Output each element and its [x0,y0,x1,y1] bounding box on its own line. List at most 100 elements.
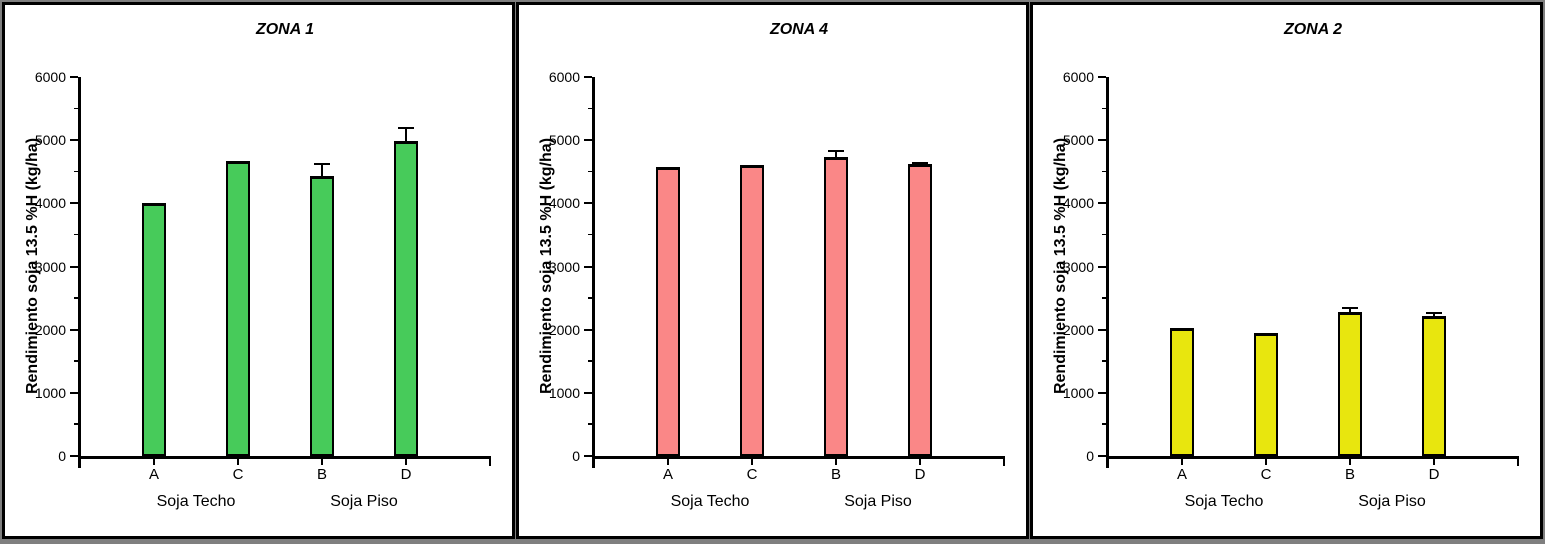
x-category-label: D [1428,466,1440,483]
y-tick-label: 2000 [34,321,66,338]
y-minor-tick [1102,170,1106,173]
y-tick-label: 0 [572,448,580,464]
x-category-label: C [232,466,244,483]
bar [142,203,166,456]
y-axis-line [78,77,81,468]
y-tick-label: 5000 [1062,132,1094,149]
y-tick-label: 3000 [548,258,580,275]
y-tick-label: 6000 [34,69,66,85]
x-category-label: D [400,466,412,483]
bar [656,167,680,456]
x-tick [1433,459,1435,465]
y-tick-label: 4000 [1062,195,1094,212]
y-major-tick [70,76,78,78]
plot-area: 0 1000 2000 3000 4000 5000 6000 A C B D Soja Techo S… [519,5,1026,536]
y-minor-tick [74,107,78,110]
x-group-label: Soja Techo [670,493,750,510]
y-minor-tick [74,360,78,362]
chart-panel-zona-2: ZONA 2 Rendimiento soja 13.5 %H (kg/ha) … [1030,2,1543,539]
y-major-tick [1098,265,1106,268]
y-tick-label: 3000 [1062,258,1094,275]
chart-panel-zona-4: ZONA 4 Rendimiento soja 13.5 %H (kg/ha) … [516,2,1029,539]
y-major-tick [584,76,592,78]
y-minor-tick [1102,233,1106,236]
x-category-label: D [914,466,926,483]
x-axis-line [592,456,1005,459]
bar [310,175,334,456]
y-major-tick [1098,391,1106,394]
y-major-tick [1098,76,1106,78]
y-minor-tick [588,297,592,299]
x-axis-end-tick [1517,459,1519,466]
bar [1254,332,1278,456]
bar [740,165,764,456]
x-tick [1181,459,1183,465]
error-bar-stem [321,164,323,176]
y-major-tick [584,265,592,268]
y-minor-tick [588,107,592,110]
y-tick-label: 6000 [1062,69,1094,85]
y-tick-label: 1000 [548,384,580,401]
y-minor-tick [74,297,78,299]
y-major-tick [584,455,592,457]
y-minor-tick [588,360,592,362]
y-axis-line [1106,77,1109,468]
x-tick [1349,459,1351,465]
bar [824,157,848,456]
x-tick [667,459,669,465]
y-major-tick [70,265,78,268]
x-axis-end-tick [1003,459,1005,466]
x-tick [237,459,239,465]
bar [226,161,250,456]
bar [1170,327,1194,456]
x-category-label: C [746,466,758,483]
x-tick [321,459,323,465]
y-major-tick [70,391,78,394]
y-tick-label: 2000 [548,321,580,338]
x-category-label: A [662,466,673,483]
y-minor-tick [74,233,78,236]
x-category-label: A [1176,466,1187,483]
y-tick-label: 4000 [34,195,66,212]
y-major-tick [584,328,592,331]
y-minor-tick [74,423,78,425]
y-tick-label: 2000 [1062,321,1094,338]
x-tick [919,459,921,465]
x-group-label: Soja Piso [330,493,398,510]
x-group-label: Soja Techo [156,493,236,510]
bar [1422,316,1446,456]
error-bar-stem [1349,307,1351,312]
x-tick [153,459,155,465]
error-bar-stem [835,151,837,158]
y-tick-label: 1000 [1062,384,1094,401]
chart-title: ZONA 4 [769,21,829,38]
y-tick-label: 0 [1086,448,1094,464]
y-minor-tick [588,170,592,173]
y-minor-tick [588,233,592,236]
error-bar-cap [1342,306,1358,309]
x-axis-line [1106,456,1519,459]
x-tick [751,459,753,465]
y-major-tick [584,391,592,394]
y-major-tick [1098,139,1106,142]
chart-title: ZONA 2 [1283,21,1343,38]
y-minor-tick [74,170,78,173]
y-major-tick [1098,328,1106,331]
error-bar-stem [1433,313,1435,317]
x-category-label: C [1260,466,1272,483]
plot-area: 0 1000 2000 3000 4000 5000 6000 A C B D Soja Techo S… [5,5,512,536]
error-bar-cap [828,150,844,153]
y-tick-label: 4000 [548,195,580,212]
x-category-label: B [830,466,841,483]
y-tick-label: 5000 [34,132,66,149]
y-minor-tick [1102,107,1106,110]
y-major-tick [584,202,592,205]
x-category-label: A [148,466,159,483]
y-minor-tick [1102,360,1106,362]
y-tick-label: 0 [58,448,66,464]
bar [394,140,418,456]
error-bar-cap [398,126,414,129]
x-tick [835,459,837,465]
y-major-tick [70,455,78,457]
